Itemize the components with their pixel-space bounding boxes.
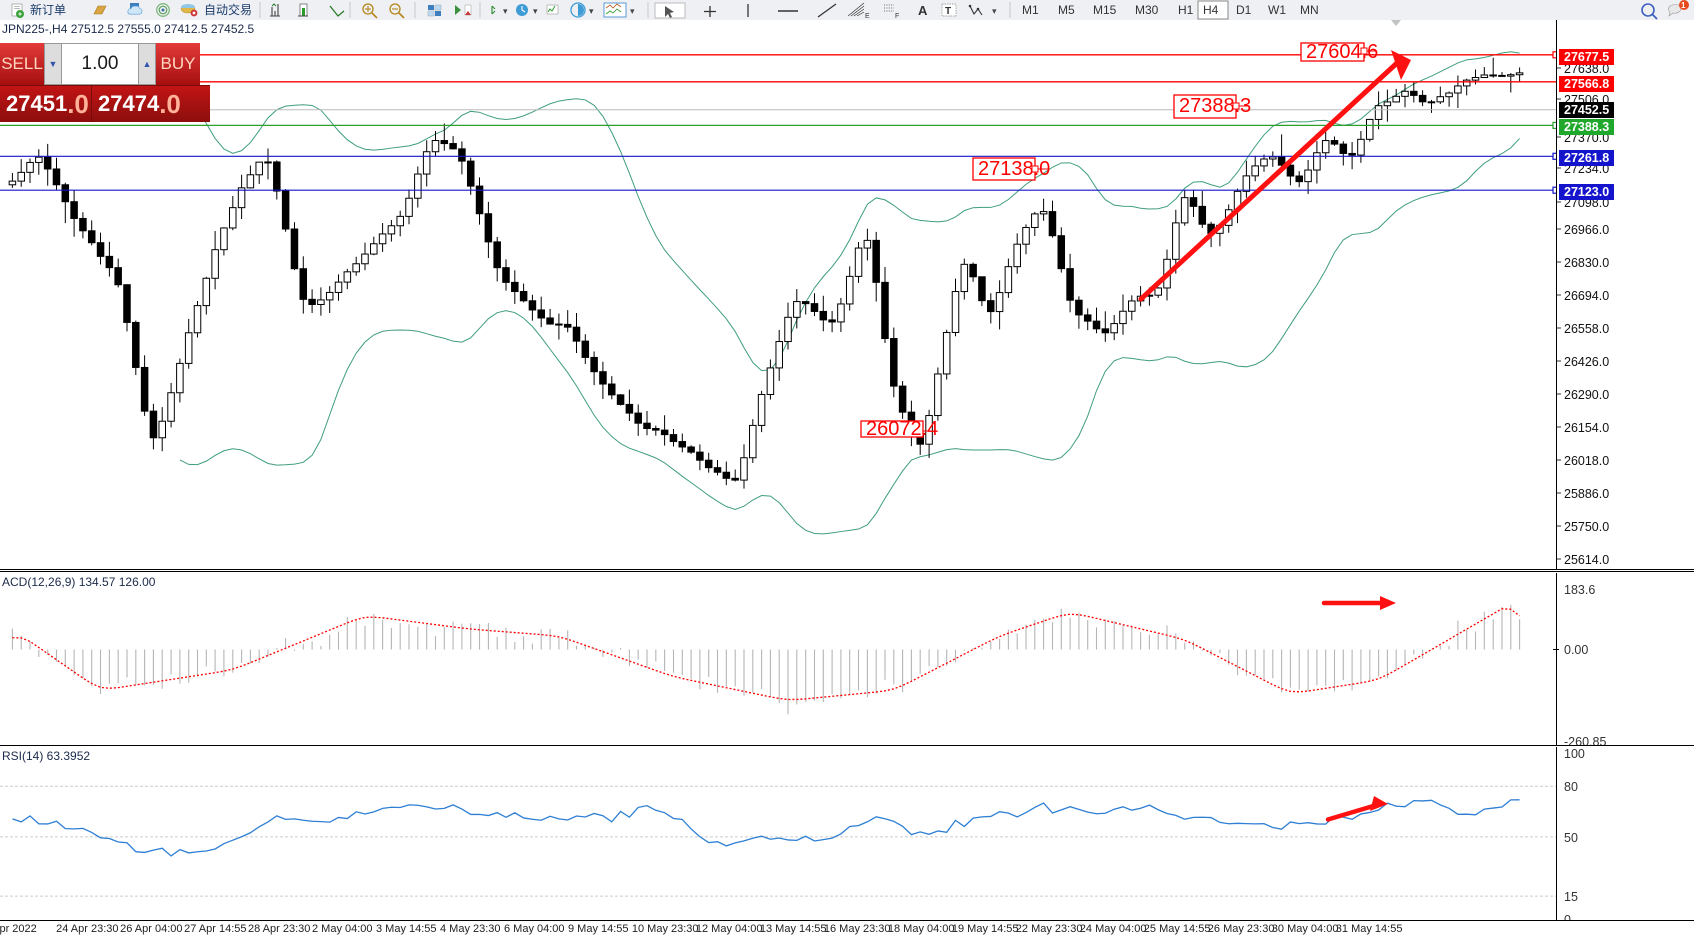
svg-text:M5: M5 [1058,3,1075,17]
svg-text:H4: H4 [1203,3,1219,17]
svg-text:▾: ▾ [533,6,538,16]
svg-text:新订单: 新订单 [30,2,66,17]
svg-text:A: A [918,3,928,18]
svg-text:M1: M1 [1022,3,1039,17]
svg-text:T: T [945,6,951,17]
svg-text:▾: ▾ [589,6,594,16]
svg-text:MN: MN [1300,3,1319,17]
svg-text:26072.4: 26072.4 [866,418,938,440]
svg-text:H1: H1 [1178,3,1194,17]
svg-text:M30: M30 [1135,3,1159,17]
svg-text:▾: ▾ [630,6,635,16]
svg-text:M15: M15 [1093,3,1117,17]
svg-text:自动交易: 自动交易 [204,2,252,17]
svg-text:1: 1 [1681,1,1686,10]
svg-text:▾: ▾ [992,6,997,16]
svg-text:F: F [895,13,899,20]
svg-text:W1: W1 [1268,3,1286,17]
svg-text:E: E [865,13,870,20]
svg-text:▾: ▾ [503,6,508,16]
svg-text:D1: D1 [1236,3,1252,17]
